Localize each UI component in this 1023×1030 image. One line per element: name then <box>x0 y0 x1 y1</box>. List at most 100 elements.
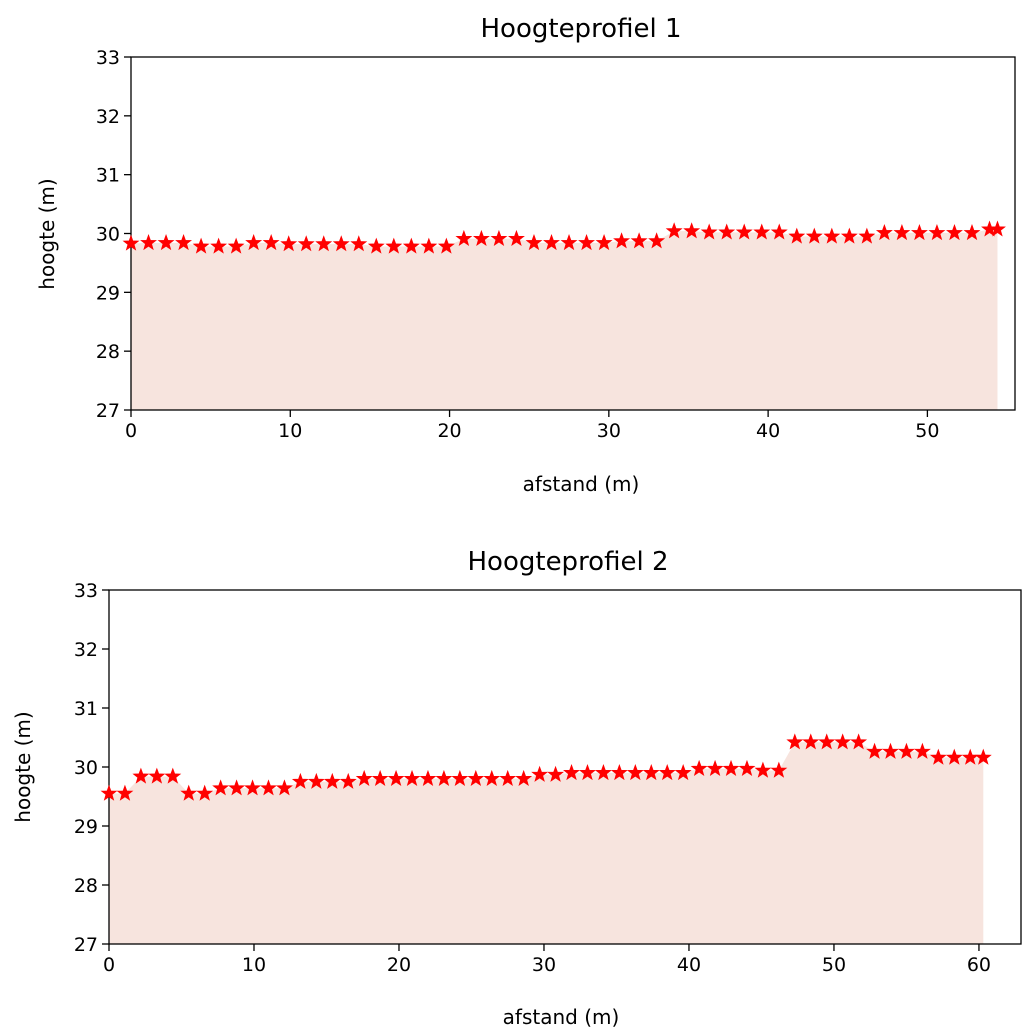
data-point-star <box>525 234 543 251</box>
data-point-star <box>116 784 134 801</box>
data-point-star <box>435 769 453 786</box>
data-point-star <box>100 784 118 801</box>
data-point-star <box>910 224 928 241</box>
data-point-star <box>437 237 455 254</box>
data-point-star <box>180 784 198 801</box>
data-point-star <box>974 748 992 765</box>
data-point-star <box>212 779 230 796</box>
data-point-star <box>786 733 804 750</box>
x-tick-label: 40 <box>677 954 701 976</box>
data-point-star <box>543 234 560 251</box>
y-tick-label: 33 <box>74 580 98 602</box>
data-point-star <box>307 772 325 789</box>
x-tick-label: 0 <box>103 954 115 976</box>
x-tick-label: 50 <box>915 420 939 442</box>
data-point-star <box>579 764 596 781</box>
data-point-star <box>595 234 613 251</box>
data-point-star <box>371 769 389 786</box>
data-point-star <box>210 237 228 254</box>
elevation-area <box>109 742 984 944</box>
data-point-star <box>875 224 893 241</box>
data-point-star <box>420 237 438 254</box>
y-tick-label: 33 <box>96 47 120 69</box>
data-point-star <box>157 234 175 251</box>
data-point-star <box>140 234 157 251</box>
y-tick-label: 32 <box>96 106 120 128</box>
data-point-star <box>291 772 309 789</box>
data-point-star <box>770 223 788 240</box>
x-tick-label: 50 <box>822 954 846 976</box>
x-axis-label: afstand (m) <box>523 472 640 496</box>
data-point-star <box>297 235 315 252</box>
data-point-star <box>613 232 631 249</box>
data-point-star <box>132 767 150 784</box>
data-point-star <box>989 220 1006 237</box>
data-point-star <box>515 769 533 786</box>
data-point-star <box>945 748 963 765</box>
data-point-star <box>192 237 210 254</box>
data-point-star <box>834 733 852 750</box>
data-point-star <box>722 759 740 776</box>
data-point-star <box>402 237 420 254</box>
data-point-star <box>350 235 368 252</box>
data-point-star <box>630 232 648 249</box>
data-point-star <box>683 222 701 239</box>
data-point-star <box>547 765 565 782</box>
y-tick-label: 30 <box>96 224 120 246</box>
data-point-star <box>244 779 261 796</box>
data-point-star <box>840 227 858 244</box>
data-point-star <box>275 779 293 796</box>
data-point-star <box>735 223 753 240</box>
data-point-star <box>706 759 724 776</box>
y-tick-label: 29 <box>96 282 120 304</box>
data-point-star <box>754 761 772 778</box>
y-tick-label: 31 <box>74 698 98 720</box>
x-tick-label: 40 <box>756 420 780 442</box>
x-tick-label: 10 <box>278 420 302 442</box>
y-tick-label: 30 <box>74 757 98 779</box>
x-tick-label: 20 <box>387 954 411 976</box>
data-point-star <box>245 234 263 251</box>
data-point-star <box>898 742 915 759</box>
x-tick-label: 20 <box>437 420 461 442</box>
data-point-star <box>882 742 899 759</box>
y-tick-label: 31 <box>96 165 120 187</box>
x-tick-label: 30 <box>532 954 556 976</box>
data-point-star <box>805 227 823 244</box>
data-point-star <box>866 742 884 759</box>
data-point-star <box>122 234 140 251</box>
data-point-star <box>578 234 595 251</box>
data-point-star <box>893 224 911 241</box>
data-point-star <box>560 234 578 251</box>
data-point-star <box>451 769 469 786</box>
data-point-star <box>175 234 193 251</box>
data-point-star <box>148 767 166 784</box>
y-tick-label: 29 <box>74 816 98 838</box>
data-point-star <box>594 764 612 781</box>
x-axis-label: afstand (m) <box>503 1005 620 1029</box>
data-point-star <box>531 765 549 782</box>
chart-title: Hoogteprofiel 2 <box>468 547 669 577</box>
data-point-star <box>946 224 963 241</box>
data-point-star <box>262 234 280 251</box>
data-point-star <box>610 764 628 781</box>
subplot-hoogteprofiel-2: Hoogteprofiel 2 0 10 20 30 40 50 60 27 28 29 30 31 3… <box>11 547 1022 1029</box>
data-point-star <box>690 759 708 776</box>
data-point-star <box>164 767 182 784</box>
y-tick-label: 27 <box>74 934 98 956</box>
data-point-star <box>508 229 525 246</box>
data-point-star <box>403 769 421 786</box>
data-point-star <box>455 229 473 246</box>
data-point-star <box>770 761 788 778</box>
data-point-star <box>963 224 981 241</box>
data-point-star <box>563 764 580 781</box>
data-point-star <box>658 764 676 781</box>
y-tick-label: 28 <box>96 341 120 363</box>
data-point-star <box>802 733 820 750</box>
data-point-star <box>387 769 405 786</box>
y-axis-label: hoogte (m) <box>35 178 59 289</box>
data-point-star <box>928 224 946 241</box>
data-point-star <box>467 769 485 786</box>
x-tick-label: 60 <box>967 954 991 976</box>
